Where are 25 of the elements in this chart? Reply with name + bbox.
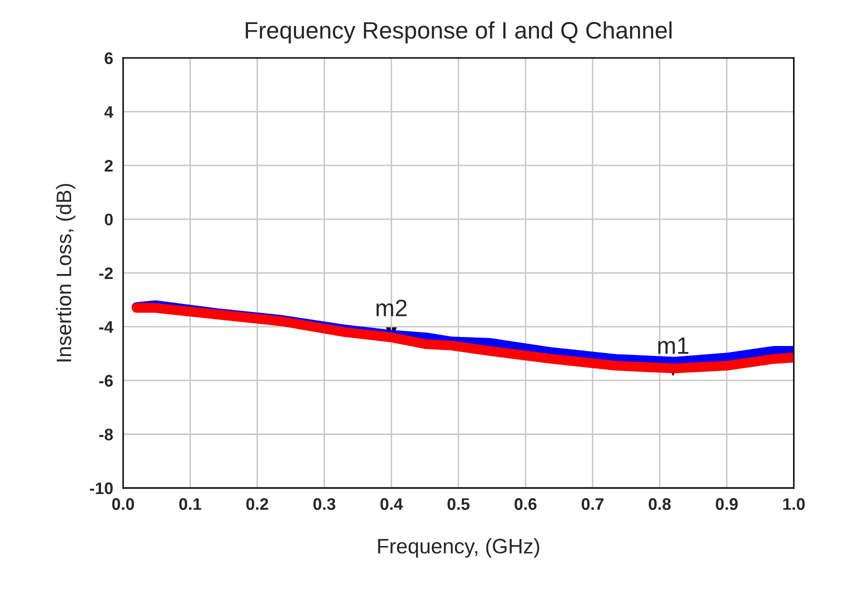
y-tick-label: 2 xyxy=(104,160,113,172)
x-tick-label: 1.0 xyxy=(783,498,805,510)
chart-title: Frequency Response of I and Q Channel xyxy=(246,21,672,44)
y-tick-label: 6 xyxy=(104,52,113,64)
x-tick-label: 0.4 xyxy=(380,498,403,510)
annotation: m1 xyxy=(658,337,688,354)
y-tick-label: -6 xyxy=(99,374,113,387)
x-axis-title: Frequency, (GHz) xyxy=(378,538,540,558)
x-tick-label: 0.5 xyxy=(448,498,470,510)
y-tick-label: -10 xyxy=(90,482,113,494)
x-tick-label: 0.6 xyxy=(514,498,537,510)
y-tick-label: -8 xyxy=(99,428,113,440)
x-tick-label: 0.8 xyxy=(648,498,671,510)
x-tick-label: 0.7 xyxy=(582,498,604,510)
x-tick-label: 0.0 xyxy=(112,498,134,510)
y-tick-label: -2 xyxy=(99,267,113,280)
x-tick-label: 0.2 xyxy=(246,498,268,510)
x-tick-label: 0.1 xyxy=(179,498,202,510)
y-axis-title: Insertion Loss, (dB) xyxy=(56,184,76,362)
annotation: m2 xyxy=(376,300,407,316)
x-tick-label: 0.3 xyxy=(313,498,336,510)
y-tick-label: 4 xyxy=(104,106,114,118)
y-tick-label: -4 xyxy=(99,321,114,333)
x-tick-label: 0.9 xyxy=(716,498,738,510)
y-tick-label: 0 xyxy=(104,214,113,226)
